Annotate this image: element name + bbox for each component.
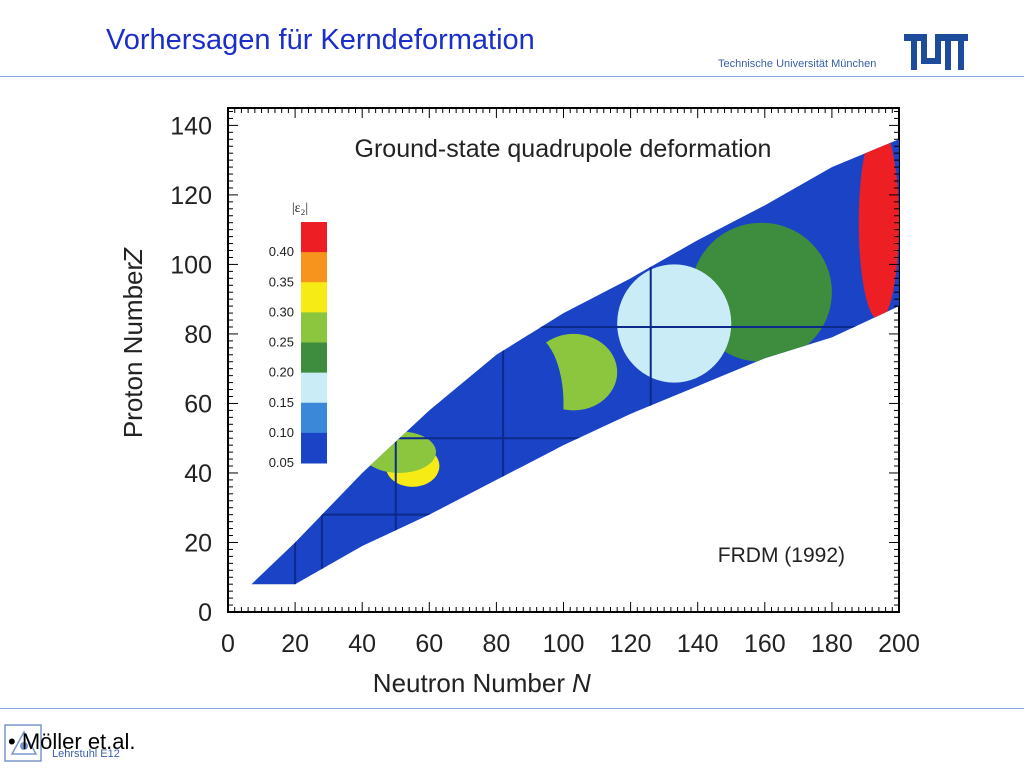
legend-swatch — [301, 342, 327, 374]
legend-swatch — [301, 282, 327, 313]
x-tick-label: 100 — [543, 630, 585, 658]
y-tick-label: 120 — [170, 182, 212, 210]
x-tick-label: 180 — [811, 630, 853, 658]
legend-label: 0.40 — [269, 244, 294, 259]
chair-name: Lehrstuhl E12 — [52, 748, 120, 760]
legend-label: 0.35 — [269, 274, 294, 289]
legend-swatch — [301, 222, 327, 253]
y-tick-label: 140 — [170, 112, 212, 140]
legend-label: 0.30 — [269, 304, 294, 319]
x-axis-label: Neutron Number — [373, 668, 566, 698]
x-tick-label: 140 — [677, 630, 719, 658]
x-tick-label: 20 — [281, 630, 309, 658]
y-axis-label: Proton Number — [118, 262, 148, 439]
deformation-region — [858, 139, 899, 321]
y-tick-label: 100 — [170, 251, 212, 279]
tum-logo-icon — [904, 34, 968, 70]
x-tick-label: 120 — [610, 630, 652, 658]
y-tick-label: 80 — [184, 321, 212, 349]
y-tick-label: 0 — [198, 599, 212, 627]
chair-logo-icon — [4, 724, 42, 762]
nuclide-map — [251, 139, 900, 585]
y-axis-symbol: Z — [118, 247, 148, 265]
citation: • Möller et.al. — [8, 729, 136, 754]
legend-label: 0.20 — [269, 365, 294, 380]
x-tick-label: 0 — [221, 630, 235, 658]
legend-title: |ε₂| — [292, 201, 308, 216]
x-tick-label: 60 — [415, 630, 443, 658]
legend-label: 0.10 — [269, 425, 294, 440]
y-tick-labels: 0 20 40 60 80 100 120 140 — [170, 112, 212, 627]
x-tick-label: 80 — [482, 630, 510, 658]
tum-header: Technische Universität München — [716, 34, 972, 74]
x-tick-label: 160 — [744, 630, 786, 658]
y-tick-label: 40 — [184, 460, 212, 488]
axis-ticks — [227, 108, 900, 613]
legend-label: 0.15 — [269, 395, 294, 410]
deformation-region — [617, 264, 732, 383]
x-tick-label: 200 — [878, 630, 920, 658]
legend-swatch — [301, 312, 327, 343]
x-tick-label: 40 — [348, 630, 376, 658]
model-annotation: FRDM (1992) — [718, 544, 845, 567]
legend-label: 0.25 — [269, 335, 294, 350]
legend-swatch — [301, 402, 327, 434]
y-tick-label: 20 — [184, 529, 212, 557]
legend-swatch — [301, 432, 327, 464]
university-name: Technische Universität München — [718, 58, 877, 70]
x-tick-labels: 0 20 40 60 80 100 120 140 160 180 200 — [221, 630, 920, 658]
x-axis-symbol: N — [572, 668, 591, 698]
y-tick-label: 60 — [184, 390, 212, 418]
footer-divider — [0, 708, 1024, 709]
header-divider — [0, 76, 1024, 77]
legend-swatch — [301, 372, 327, 404]
slide-title: Vorhersagen für Kerndeformation — [106, 24, 535, 56]
legend-label: 0.05 — [269, 455, 294, 470]
legend-swatch — [301, 252, 327, 283]
chart-title: Ground-state quadrupole deformation — [355, 135, 772, 163]
colorbar-legend: |ε₂| 0.40 0.35 0.30 0.25 0.20 0.15 0.10 0.05 — [269, 201, 327, 470]
